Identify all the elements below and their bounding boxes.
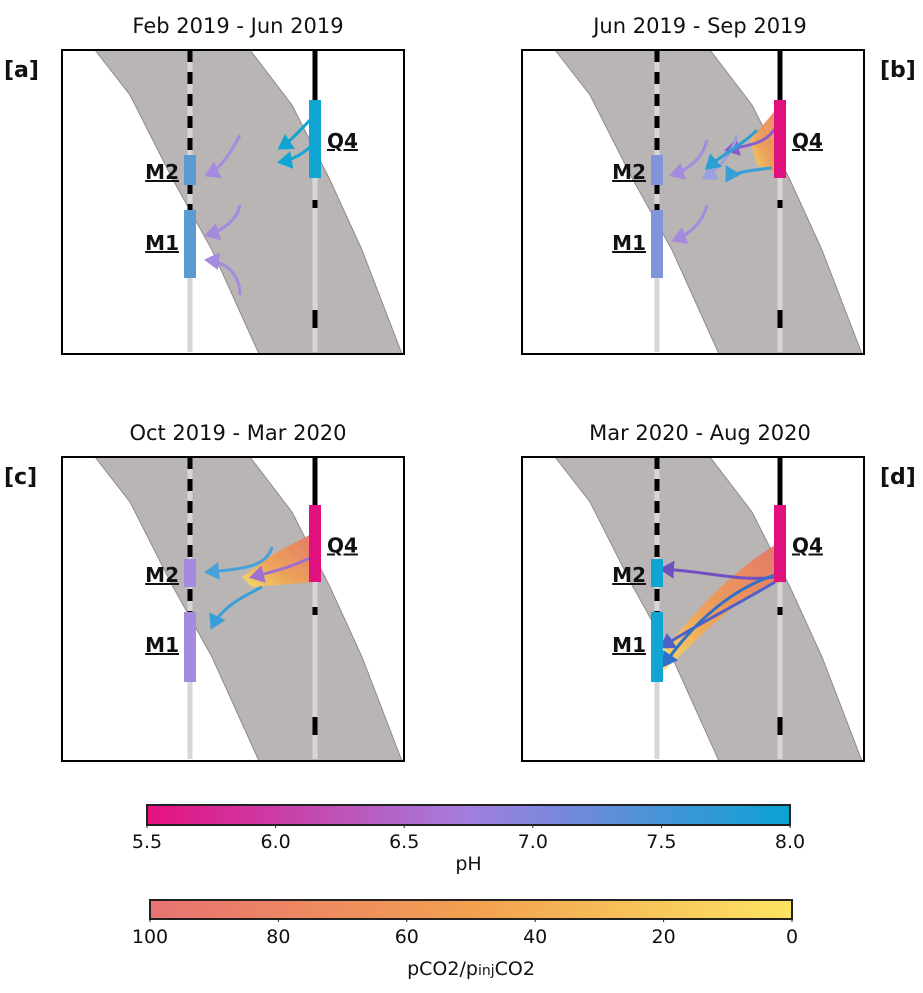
colorbar — [147, 805, 790, 825]
label-part: inj — [478, 963, 495, 979]
well-label: M1 — [612, 231, 646, 255]
colorbar-tick-label: 7.0 — [518, 831, 548, 853]
well-screen — [651, 155, 663, 185]
panel-tag: [d] — [880, 465, 916, 490]
colorbar-tick-label: 80 — [266, 926, 290, 948]
colorbar-tick-label: 6.5 — [389, 831, 419, 853]
panel: M2 M1 Q4 — [522, 50, 864, 354]
panel: M2 M1 Q4 — [62, 50, 404, 354]
panel: M2 M1 Q4 — [522, 457, 864, 761]
well-label: M2 — [145, 563, 179, 587]
panel: M2 M1 Q4 — [62, 457, 404, 761]
panel-tag: [c] — [4, 465, 37, 490]
formation-band — [95, 457, 402, 761]
panel-title: Jun 2019 - Sep 2019 — [591, 14, 807, 38]
well-label: Q4 — [327, 534, 358, 558]
label-part: pCO2/p — [407, 958, 478, 980]
well-screen — [184, 559, 196, 587]
colorbar — [150, 900, 792, 919]
colorbar-tick-label: 20 — [652, 926, 676, 948]
colorbar-tick-label: 6.0 — [260, 831, 290, 853]
panel-tag: [b] — [880, 58, 916, 83]
well-label: Q4 — [792, 129, 823, 153]
colorbar-tick-label: 5.5 — [132, 831, 162, 853]
panel-title: Oct 2019 - Mar 2020 — [129, 421, 346, 445]
well-label: M2 — [612, 563, 646, 587]
formation-band — [555, 50, 862, 354]
panel-tag: [a] — [4, 58, 39, 83]
well-label: M2 — [612, 160, 646, 184]
well-screen — [184, 612, 196, 682]
well-screen — [774, 100, 786, 178]
well-screen — [651, 559, 663, 587]
well-screen — [309, 505, 321, 582]
well-screen — [184, 155, 196, 185]
well-label: M1 — [145, 633, 179, 657]
colorbar-tick-label: 40 — [523, 926, 547, 948]
well-label: Q4 — [327, 129, 358, 153]
label-part: CO2 — [495, 958, 535, 980]
panel-title: Mar 2020 - Aug 2020 — [589, 421, 811, 445]
well-screen — [651, 612, 663, 682]
well-label: M2 — [145, 160, 179, 184]
well-screen — [651, 210, 663, 278]
colorbar-tick-label: 7.5 — [646, 831, 676, 853]
colorbar-label: pH — [455, 853, 481, 875]
colorbar-tick-label: 8.0 — [775, 831, 805, 853]
well-screen — [184, 210, 196, 278]
well-label: M1 — [145, 231, 179, 255]
colorbar-tick-label: 60 — [395, 926, 419, 948]
colorbar-label: pCO2/pinjCO2 — [407, 958, 535, 980]
formation-band — [95, 50, 402, 354]
panel-title: Feb 2019 - Jun 2019 — [132, 14, 343, 38]
well-label: Q4 — [792, 534, 823, 558]
well-screen — [774, 505, 786, 582]
figure: Feb 2019 - Jun 2019 [a] M2 M1 Q4 Jun 2019 - S… — [0, 0, 923, 989]
well-label: M1 — [612, 633, 646, 657]
well-screen — [309, 100, 321, 178]
colorbar-tick-label: 0 — [786, 926, 798, 948]
colorbar-tick-label: 100 — [132, 926, 168, 948]
